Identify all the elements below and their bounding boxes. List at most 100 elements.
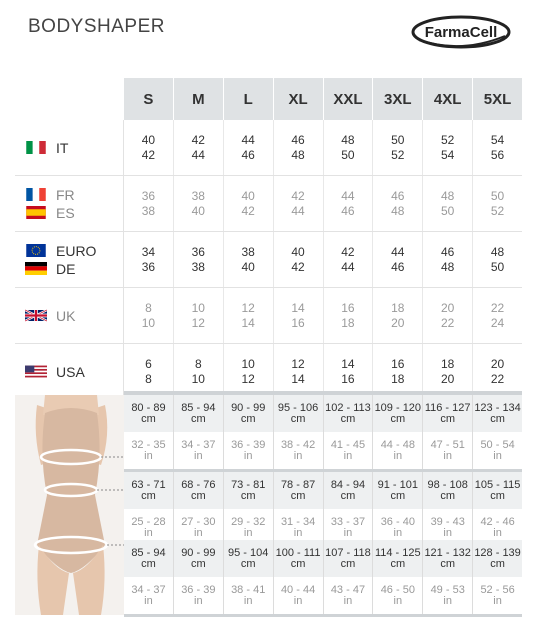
- table-cell: 49 - 53 in: [423, 577, 474, 614]
- table-cell: 40 42: [274, 232, 324, 287]
- table-cell: 48 50: [324, 120, 374, 175]
- table-cell: 36 - 39 in: [174, 577, 224, 614]
- table-cell: 52 - 56 in: [480, 583, 515, 607]
- table-cell: 44 46: [373, 232, 424, 287]
- table-cell: 16 18: [373, 344, 424, 399]
- waist-cm-row: 63 - 71 cm 68 - 76 cm 73 - 81 cm 78 - 87 cm …: [124, 472, 522, 509]
- bust-cm-row: 80 - 89 cm 85 - 94 cm 90 - 99 cm 95 - 106 cm…: [124, 395, 522, 432]
- usa-flag-icon: [25, 365, 47, 378]
- table-cell: 20 22: [490, 356, 505, 386]
- hips-measurement-table: 85 - 94 cm 90 - 99 cm 95 - 104 cm 100 - 111…: [124, 540, 522, 617]
- table-cell: 46 48: [373, 176, 424, 231]
- hips-cm-row: 85 - 94 cm 90 - 99 cm 95 - 104 cm 100 - 111…: [124, 540, 522, 577]
- table-cell: 31 - 34 in: [274, 509, 324, 546]
- size-header-xxl: XXL: [324, 78, 374, 120]
- country-label: IT: [15, 120, 124, 175]
- table-cell: 68 - 76 cm: [174, 472, 224, 509]
- size-header-m: M: [174, 78, 224, 120]
- size-header-5xl: 5XL: [483, 90, 512, 108]
- table-cell: 12 14: [224, 288, 274, 343]
- table-cell: 44 46: [224, 120, 274, 175]
- country-name: ES: [56, 204, 75, 221]
- table-cell: 38 40: [224, 232, 274, 287]
- waist-measurement-table: 63 - 71 cm 68 - 76 cm 73 - 81 cm 78 - 87 cm …: [124, 472, 522, 549]
- size-header-xl: XL: [274, 78, 324, 120]
- table-cell: 85 - 94 cm: [124, 540, 174, 577]
- table-cell: 8 10: [124, 288, 174, 343]
- size-header-l: L: [224, 78, 274, 120]
- table-cell: 98 - 108 cm: [423, 472, 474, 509]
- table-cell: 20 22: [423, 288, 474, 343]
- eu-flag-icon: [26, 244, 46, 257]
- table-cell: 40 - 44 in: [274, 577, 324, 614]
- table-row-euro-de: EURO DE 34 36 36 38 38 40 40 42 42 44 44 46 46 4…: [15, 232, 522, 288]
- country-label: FR ES: [15, 176, 124, 231]
- table-cell: 95 - 104 cm: [224, 540, 274, 577]
- table-cell: 116 - 127 cm: [423, 395, 474, 432]
- table-cell: 95 - 106 cm: [274, 395, 324, 432]
- table-cell: 10 12: [224, 344, 274, 399]
- table-cell: 42 44: [274, 176, 324, 231]
- table-cell: 105 - 115 cm: [474, 478, 521, 502]
- table-cell: 33 - 37 in: [324, 509, 374, 546]
- table-cell: 44 - 48 in: [373, 432, 424, 469]
- table-cell: 48 50: [423, 176, 474, 231]
- table-cell: 46 - 50 in: [373, 577, 424, 614]
- table-cell: 50 - 54 in: [480, 438, 515, 462]
- size-header-4xl: 4XL: [423, 78, 474, 120]
- country-name: FR: [56, 186, 75, 203]
- table-cell: 36 38: [124, 176, 174, 231]
- table-cell: 18 20: [423, 344, 474, 399]
- table-cell: 50 52: [490, 188, 505, 218]
- table-cell: 121 - 132 cm: [423, 540, 474, 577]
- table-cell: 40 42: [124, 120, 174, 175]
- table-cell: 100 - 111 cm: [274, 540, 324, 577]
- table-cell: 38 - 42 in: [274, 432, 324, 469]
- table-cell: 90 - 99 cm: [174, 540, 224, 577]
- table-cell: 32 - 35 in: [124, 432, 174, 469]
- table-cell: 10 12: [174, 288, 224, 343]
- table-cell: 8 10: [174, 344, 224, 399]
- size-header-3xl: 3XL: [373, 78, 424, 120]
- table-cell: 48 50: [490, 244, 505, 274]
- table-cell: 34 36: [124, 232, 174, 287]
- country-name: USA: [56, 363, 85, 380]
- bodyshaper-model-illustration: [15, 395, 124, 615]
- table-cell: 42 44: [174, 120, 224, 175]
- table-cell: 90 - 99 cm: [224, 395, 274, 432]
- table-cell: 54 56: [490, 132, 505, 162]
- section-divider: [124, 391, 522, 395]
- table-cell: 18 20: [373, 288, 424, 343]
- table-cell: 39 - 43 in: [423, 509, 474, 546]
- table-cell: 29 - 32 in: [224, 509, 274, 546]
- table-cell: 42 - 46 in: [480, 515, 515, 539]
- table-cell: 36 - 40 in: [373, 509, 424, 546]
- table-cell: 73 - 81 cm: [224, 472, 274, 509]
- table-cell: 14 16: [274, 288, 324, 343]
- size-header-row: S M L XL XXL 3XL 4XL 5XL: [124, 78, 522, 120]
- table-cell: 85 - 94 cm: [174, 395, 224, 432]
- page-title: BODYSHAPER: [28, 16, 165, 37]
- table-cell: 43 - 47 in: [324, 577, 374, 614]
- table-cell: 42 44: [324, 232, 374, 287]
- table-cell: 46 48: [423, 232, 474, 287]
- table-cell: 46 48: [274, 120, 324, 175]
- table-cell: 14 16: [324, 344, 374, 399]
- table-cell: 16 18: [324, 288, 374, 343]
- table-cell: 22 24: [490, 300, 505, 330]
- country-name: DE: [56, 260, 76, 277]
- table-cell: 107 - 118 cm: [324, 540, 374, 577]
- table-cell: 38 40: [174, 176, 224, 231]
- bust-measurement-table: 80 - 89 cm 85 - 94 cm 90 - 99 cm 95 - 106 cm…: [124, 395, 522, 472]
- france-flag-icon: [26, 188, 46, 201]
- table-cell: 34 - 37 in: [174, 432, 224, 469]
- country-name: EURO: [56, 242, 97, 259]
- table-cell: 91 - 101 cm: [373, 472, 424, 509]
- country-name: IT: [56, 139, 69, 156]
- country-name: UK: [56, 307, 76, 324]
- table-cell: 102 - 113 cm: [324, 395, 374, 432]
- table-cell: 34 - 37 in: [124, 577, 174, 614]
- table-row-fr-es: FR ES 36 38 38 40 40 42 42 44 44 46 46 48 48 50 …: [15, 176, 522, 232]
